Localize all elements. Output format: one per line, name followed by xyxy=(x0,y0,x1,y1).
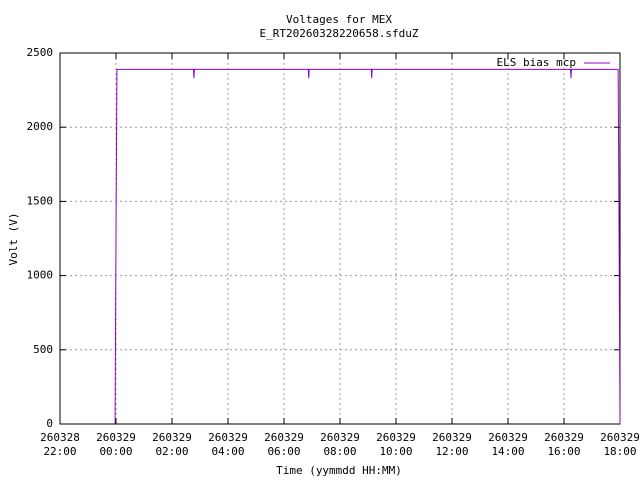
chart-title: Voltages for MEX xyxy=(286,13,392,26)
x-tick-label-line: 260328 xyxy=(40,431,80,444)
x-tick-label-line: 14:00 xyxy=(491,445,524,458)
x-tick-label: 260328 22:00 xyxy=(40,431,80,458)
x-tick-label-line: 260329 xyxy=(320,431,360,444)
x-tick-label: 260329 10:00 xyxy=(376,431,416,458)
x-tick-label: 260329 00:00 xyxy=(96,431,136,458)
x-tick-label: 260329 18:00 xyxy=(600,431,640,458)
x-tick-label: 260329 16:00 xyxy=(544,431,584,458)
x-tick-label: 260329 06:00 xyxy=(264,431,304,458)
x-tick-label-line: 260329 xyxy=(488,431,528,444)
chart-subtitle: E_RT20260328220658.sfduZ xyxy=(260,27,419,40)
x-tick-label-line: 260329 xyxy=(152,431,192,444)
x-tick-label-line: 08:00 xyxy=(323,445,356,458)
x-tick-label-line: 260329 xyxy=(544,431,584,444)
y-tick-label: 0 xyxy=(46,417,53,430)
x-tick-label-line: 260329 xyxy=(600,431,640,444)
x-tick-label: 260329 08:00 xyxy=(320,431,360,458)
y-tick-label: 1500 xyxy=(27,194,54,207)
y-axis-label: Volt (V) xyxy=(7,213,20,266)
x-axis-label: Time (yymmdd HH:MM) xyxy=(276,464,402,477)
x-tick-label-line: 260329 xyxy=(432,431,472,444)
x-tick-label-line: 02:00 xyxy=(155,445,188,458)
x-tick-label: 260329 04:00 xyxy=(208,431,248,458)
x-tick-label-line: 16:00 xyxy=(547,445,580,458)
y-tick-label: 500 xyxy=(33,343,53,356)
y-tick-label: 1000 xyxy=(27,269,54,282)
x-tick-label: 260329 14:00 xyxy=(488,431,528,458)
data-line xyxy=(114,68,621,425)
y-tick-label: 2500 xyxy=(27,46,54,59)
legend-label: ELS bias mcp xyxy=(497,56,576,69)
x-tick-label-line: 04:00 xyxy=(211,445,244,458)
plot-frame xyxy=(59,52,621,425)
x-tick-label-line: 260329 xyxy=(264,431,304,444)
x-tick-label-line: 260329 xyxy=(96,431,136,444)
x-tick-label-line: 10:00 xyxy=(379,445,412,458)
x-tick-label-line: 00:00 xyxy=(99,445,132,458)
x-tick-label: 260329 02:00 xyxy=(152,431,192,458)
x-tick-label: 260329 12:00 xyxy=(432,431,472,458)
x-tick-label-line: 260329 xyxy=(376,431,416,444)
x-tick-label-line: 22:00 xyxy=(43,445,76,458)
x-tick-label-line: 12:00 xyxy=(435,445,468,458)
y-tick-label: 2000 xyxy=(27,120,54,133)
x-tick-label-line: 06:00 xyxy=(267,445,300,458)
x-tick-label-line: 260329 xyxy=(208,431,248,444)
x-tick-label-line: 18:00 xyxy=(603,445,636,458)
